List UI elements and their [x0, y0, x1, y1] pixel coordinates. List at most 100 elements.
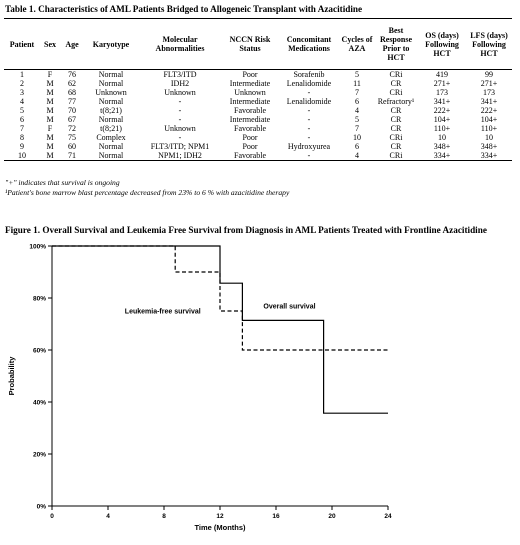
- table-cell: M: [46, 97, 54, 106]
- table-cell: 348+: [480, 142, 498, 151]
- x-tick-label: 4: [106, 513, 110, 520]
- table-cell: 62: [68, 79, 76, 88]
- column-header: Cycles of AZA: [340, 18, 374, 70]
- column-header: Age: [60, 18, 84, 70]
- table-cell: CRi: [389, 133, 403, 142]
- y-tick-label: 100%: [29, 244, 46, 251]
- leukemia-free-survival-curve: [52, 245, 388, 351]
- table-cell: 271+: [433, 79, 451, 88]
- annotation-overall-survival: Overall survival: [263, 303, 315, 310]
- table-cell: 68: [68, 88, 76, 97]
- table-cell: Normal: [98, 70, 124, 79]
- table-cell: -: [178, 106, 182, 115]
- table-cell: -: [178, 133, 182, 142]
- table-cell: 72: [68, 124, 76, 133]
- table-cell: CR: [390, 124, 402, 133]
- table-cell: 70: [68, 106, 76, 115]
- table-cell: 5: [355, 115, 359, 124]
- table-cell: Unknown: [234, 88, 266, 97]
- table-cell: NPM1; IDH2: [138, 151, 222, 161]
- table-cell: 60: [68, 142, 76, 151]
- y-tick-label: 20%: [33, 452, 46, 459]
- overall-survival-curve: [52, 245, 388, 414]
- table-cell: Lenalidomide: [286, 97, 332, 106]
- table-cell: Normal: [98, 79, 124, 88]
- table-cell: Normal: [98, 142, 124, 151]
- table-cell: 6: [20, 115, 24, 124]
- column-header: Patient: [4, 18, 40, 70]
- table-cell: 77: [68, 97, 76, 106]
- table-cell: 10: [4, 151, 40, 161]
- y-tick-label: 0%: [37, 504, 47, 511]
- table-cell: 110+: [480, 124, 498, 133]
- table-cell: F: [47, 124, 53, 133]
- table-cell: Hydroxyurea: [287, 142, 331, 151]
- table-row: 8 M 75 Complex - Poor - 10 CRi 10 10: [4, 133, 512, 142]
- table-cell: 1: [20, 70, 24, 79]
- table-row: 6 M 67 Normal - Intermediate - 5 CR 104+ 104+: [4, 115, 512, 124]
- table-cell: 99: [485, 70, 493, 79]
- table-cell: 2: [20, 79, 24, 88]
- table-cell: 173: [483, 88, 495, 97]
- table-cell: M: [46, 106, 54, 115]
- patient-characteristics-table: Patient Sex Age Karyotype Molecular Abnormal…: [4, 18, 512, 161]
- table-row: 1 F 76 Normal FLT3/ITD Poor Sorafenib 5 CRi 419 99: [4, 70, 512, 80]
- table-cell: Refractory¹: [377, 97, 415, 106]
- x-tick-label: 8: [162, 513, 166, 520]
- table-cell: -: [307, 106, 311, 115]
- table-cell: Sorafenib: [293, 70, 325, 79]
- table-cell: 5: [355, 70, 359, 79]
- table-cell: M: [46, 142, 54, 151]
- table-cell: t(8;21): [100, 124, 122, 133]
- x-tick-label: 24: [384, 513, 392, 520]
- column-header: Karyotype: [84, 18, 138, 70]
- table-cell: Intermediate: [229, 115, 271, 124]
- table-cell: 341+: [480, 97, 498, 106]
- table-cell: 110+: [433, 124, 451, 133]
- y-tick-label: 40%: [33, 400, 46, 407]
- table-cell: -: [307, 115, 311, 124]
- table-cell: M: [46, 88, 54, 97]
- y-tick-label: 80%: [33, 296, 46, 303]
- table-cell: Complex: [96, 133, 126, 142]
- table-cell: CR: [390, 115, 402, 124]
- table-row: 4 M 77 Normal - Intermediate Lenalidomide 6 Refr…: [4, 97, 512, 106]
- column-header: LFS (days) Following HCT: [466, 18, 512, 70]
- table-cell: M: [46, 115, 54, 124]
- table-row: 5 M 70 t(8;21) - Favorable - 4 CR 222+ 222+: [4, 106, 512, 115]
- table-cell: CRi: [389, 70, 403, 79]
- table-cell: CR: [390, 106, 402, 115]
- table-cell: Favorable: [222, 151, 278, 161]
- table-cell: Favorable: [234, 106, 266, 115]
- table-cell: 6: [355, 142, 359, 151]
- footnote-ongoing: "+" indicates that survival is ongoing: [5, 178, 120, 187]
- table-cell: CRi: [389, 88, 403, 97]
- table-cell: 71: [60, 151, 84, 161]
- table-cell: 10: [485, 133, 493, 142]
- table-header-row: Patient Sex Age Karyotype Molecular Abnormal…: [4, 18, 512, 70]
- table-cell: 173: [436, 88, 448, 97]
- table-row: 9 M 60 Normal FLT3/ITD; NPM1 Poor Hydroxyurea 6…: [4, 142, 512, 151]
- table-cell: 7: [20, 124, 24, 133]
- table-cell: CR: [390, 79, 402, 88]
- x-axis-label: Time (Months): [194, 523, 246, 532]
- table-cell: 4: [340, 151, 374, 161]
- x-tick-label: 20: [328, 513, 336, 520]
- table-cell: Intermediate: [229, 97, 271, 106]
- table-cell: 8: [20, 133, 24, 142]
- table-cell: 3: [20, 88, 24, 97]
- table-cell: 10: [438, 133, 446, 142]
- table-row: 2 M 62 Normal IDH2 Intermediate Lenalidomide 11…: [4, 79, 512, 88]
- table-cell: Unknown: [95, 88, 127, 97]
- table-cell: Poor: [242, 142, 258, 151]
- table-cell: Lenalidomide: [286, 79, 332, 88]
- table-cell: 9: [20, 142, 24, 151]
- table-cell: 75: [68, 133, 76, 142]
- figure-title: Figure 1. Overall Survival and Leukemia …: [5, 225, 487, 235]
- table-cell: -: [178, 97, 182, 106]
- column-header: OS (days) Following HCT: [418, 18, 466, 70]
- table-cell: -: [307, 133, 311, 142]
- table-cell: FLT3/ITD: [163, 70, 197, 79]
- table-cell: M: [46, 133, 54, 142]
